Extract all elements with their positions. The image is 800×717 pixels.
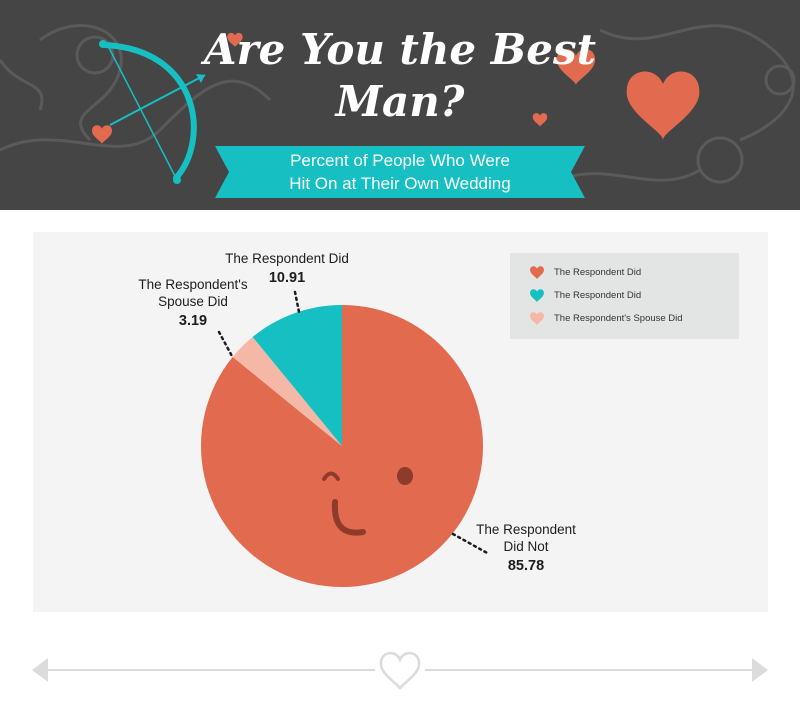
- pie-slices: [201, 305, 484, 587]
- subtitle: Percent of People Who Were Hit On at The…: [240, 149, 560, 195]
- footer-divider: [32, 651, 768, 690]
- leader-line-spouse-did: [217, 330, 235, 360]
- header-decoration: [0, 24, 796, 192]
- chart-legend: The Respondent Did The Respondent Did Th…: [510, 253, 739, 339]
- smiley-eye-right: [397, 467, 413, 485]
- label-did-not-line1: The Respondent: [476, 522, 576, 537]
- chart-panel: The Respondent Did 10.91 The Respondent'…: [33, 232, 768, 612]
- heart-icon: [530, 266, 544, 280]
- heart-icon-small: [92, 125, 112, 145]
- legend-label: The Respondent Did: [554, 266, 642, 278]
- heart-icon-medium: [556, 49, 596, 86]
- label-did-not-line2: Did Not: [503, 539, 548, 554]
- heart-icon-large: [626, 71, 700, 140]
- pie-slice: [252, 305, 342, 446]
- smiley-eye-left: [322, 471, 340, 481]
- leader-line-respondent-did: [293, 290, 301, 314]
- arrow-left-icon: [32, 658, 48, 682]
- heart-icon: [530, 312, 544, 326]
- value-did-not: 85.78: [508, 558, 544, 574]
- value-respondent-did: 10.91: [269, 270, 305, 286]
- subtitle-line-2: Hit On at Their Own Wedding: [289, 174, 511, 193]
- smiley-face: [322, 467, 413, 536]
- label-respondent-did: The Respondent Did: [225, 251, 349, 266]
- subtitle-line-1: Percent of People Who Were: [290, 151, 510, 170]
- legend-item: The Respondent Did: [528, 263, 641, 281]
- pie-slice: [232, 336, 342, 446]
- smiley-mouth: [331, 499, 366, 536]
- bow-arrow-icon: [99, 40, 206, 184]
- page-title: Are You the Best Man?: [203, 25, 597, 126]
- swirl-decoration: [0, 24, 796, 192]
- heart-icon-small: [227, 32, 243, 48]
- heart-outline-icon: [379, 651, 421, 690]
- legend-item: The Respondent Did: [528, 286, 641, 304]
- heart-icon-small: [532, 113, 548, 127]
- pie-chart: The Respondent Did 10.91 The Respondent'…: [138, 251, 576, 587]
- arrow-right-icon: [752, 658, 768, 682]
- legend-label: The Respondent Did: [554, 289, 642, 301]
- legend-item: The Respondent's Spouse Did: [528, 309, 683, 327]
- leader-line-did-not: [451, 532, 491, 556]
- heart-icon: [530, 289, 544, 303]
- header-banner: Are You the Best Man? Percent of People …: [0, 0, 800, 210]
- label-spouse-did-line1: The Respondent's: [138, 277, 247, 292]
- label-spouse-did-line2: Spouse Did: [158, 294, 228, 309]
- subtitle-ribbon: [215, 146, 585, 198]
- value-spouse-did: 3.19: [179, 313, 207, 329]
- legend-label: The Respondent's Spouse Did: [554, 312, 683, 324]
